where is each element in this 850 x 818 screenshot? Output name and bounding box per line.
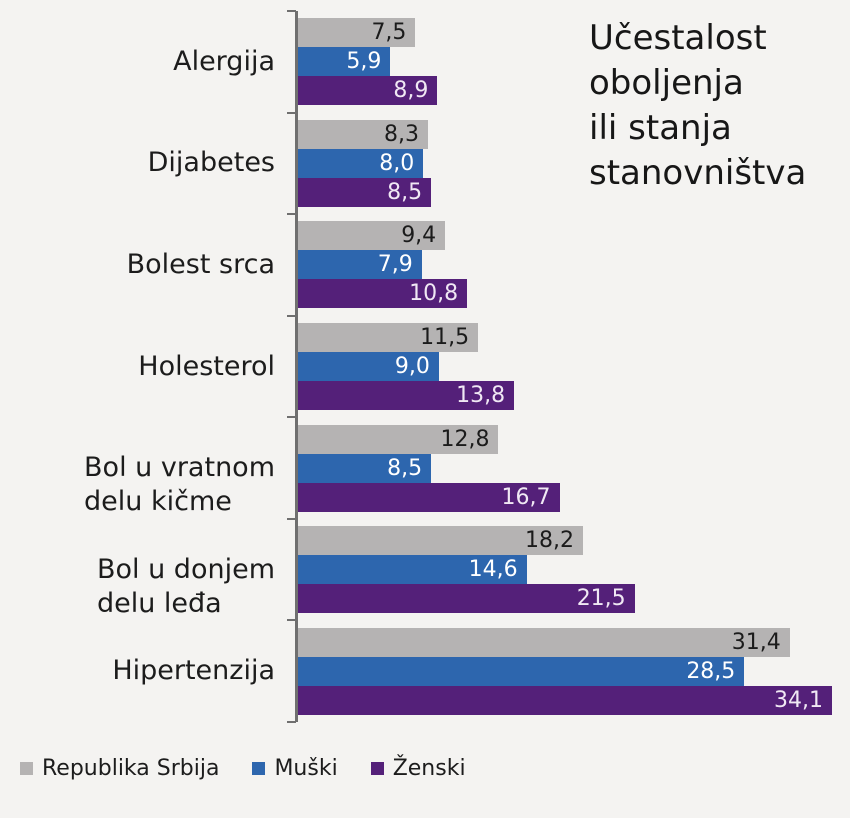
legend-swatch-icon: [370, 762, 384, 775]
bar-value-label: 7,9: [377, 252, 413, 278]
bars-cell: 12,8 8,5 16,7: [295, 417, 850, 519]
category-group: Dijabetes 8,3 8,0 8,5: [0, 112, 850, 215]
bars-cell: 18,2 14,6 21,5: [295, 518, 850, 621]
axis-tick: [287, 111, 296, 114]
bars-cell: 31,4 28,5 34,1: [295, 620, 850, 723]
bar-value-label: 18,2: [525, 528, 574, 554]
axis-tick: [287, 314, 296, 317]
bar-value-label: 13,8: [456, 383, 506, 409]
legend-label: Muški: [274, 756, 338, 781]
legend-swatch-icon: [252, 762, 266, 775]
category-group: Bolest srca 9,4 7,9 10,8: [0, 214, 850, 316]
category-label-cell: Bol u vratnom delu kičme: [0, 417, 295, 519]
chart-title-line: Učestalost: [589, 18, 767, 58]
bar-value-label: 8,9: [393, 78, 429, 104]
category-label-cell: Holesterol: [0, 316, 295, 418]
bar-value-label: 14,6: [468, 557, 518, 583]
category-label-cell: Bolest srca: [0, 214, 295, 316]
category-label-cell: Bol u donjem delu leđa: [0, 519, 295, 621]
legend-label: Republika Srbija: [42, 756, 220, 781]
bar-ženski: 8,5: [298, 177, 432, 207]
bar-value-label: 34,1: [774, 687, 823, 713]
axis-tick: [287, 10, 296, 12]
bars-cell: 7,5 5,9 8,9: [295, 11, 850, 113]
category-label: Alergija: [173, 45, 275, 77]
bar-value-label: 10,8: [409, 281, 459, 307]
bar-value-label: 11,5: [420, 325, 470, 351]
chart-title: Učestalost oboljenja ili stanja stanovni…: [589, 16, 806, 196]
bar-value-label: 21,5: [576, 586, 626, 612]
bar-republika-srbija: 9,4: [298, 221, 446, 251]
axis-tick: [287, 213, 296, 216]
bar-value-label: 8,5: [387, 455, 423, 481]
bars-cell: 11,5 9,0 13,8: [295, 315, 850, 418]
bar-value-label: 12,8: [440, 426, 490, 452]
bar-republika-srbija: 8,3: [298, 119, 428, 149]
category-label: Bol u donjem delu leđa: [96, 553, 275, 619]
legend-swatch-icon: [20, 762, 33, 775]
bar-republika-srbija: 12,8: [298, 424, 499, 454]
bar-republika-srbija: 18,2: [298, 526, 583, 556]
category-label: Hipertenzija: [112, 655, 275, 687]
legend-item-muski: Muški: [252, 756, 338, 781]
bar-value-label: 16,7: [501, 484, 551, 510]
legend-item-republika-srbija: Republika Srbija: [20, 756, 219, 781]
category-group: Hipertenzija 31,4 28,5 34,1: [0, 620, 850, 723]
bar-value-label: 8,5: [387, 179, 423, 205]
category-label: Dijabetes: [147, 147, 275, 179]
plot-area: Alergija 7,5 5,9 8,9 Dijabetes 8,3 8,0 8,5 Boles…: [0, 11, 850, 723]
bar-ženski: 21,5: [298, 584, 635, 614]
bar-republika-srbija: 11,5: [298, 323, 479, 353]
category-label-cell: Alergija: [0, 11, 295, 113]
bars-cell: 9,4 7,9 10,8: [295, 214, 850, 316]
category-label: Bol u vratnom delu kičme: [84, 452, 275, 518]
category-label-cell: Dijabetes: [0, 113, 295, 215]
axis-tick: [287, 517, 296, 520]
category-label-cell: Hipertenzija: [0, 620, 295, 722]
bar-value-label: 31,4: [731, 629, 781, 655]
bar-muški: 8,0: [298, 148, 424, 178]
category-group: Holesterol 11,5 9,0 13,8: [0, 315, 850, 418]
category-label: Bolest srca: [126, 248, 275, 280]
bar-muški: 8,5: [298, 453, 432, 483]
bar-ženski: 34,1: [298, 685, 832, 715]
bar-value-label: 5,9: [346, 49, 382, 75]
chart-title-line: oboljenja: [589, 63, 744, 103]
bar-muški: 9,0: [298, 352, 439, 382]
bar-value-label: 8,3: [383, 121, 419, 147]
bar-ženski: 8,9: [298, 76, 438, 106]
bar-value-label: 9,4: [401, 223, 437, 249]
bar-ženski: 13,8: [298, 381, 515, 411]
bar-muški: 28,5: [298, 656, 745, 686]
bar-value-label: 9,0: [394, 354, 430, 380]
axis-tick: [287, 416, 296, 419]
axis-tick: [287, 721, 296, 723]
bar-republika-srbija: 31,4: [298, 627, 790, 657]
bars-cell: 8,3 8,0 8,5: [295, 112, 850, 215]
category-group: Alergija 7,5 5,9 8,9: [0, 11, 850, 113]
bar-value-label: 28,5: [686, 658, 736, 684]
legend-item-zenski: Ženski: [370, 756, 466, 781]
bar-ženski: 16,7: [298, 482, 560, 512]
bar-muški: 7,9: [298, 250, 422, 280]
axis-tick: [287, 619, 296, 622]
chart-title-line: ili stanja: [589, 108, 732, 148]
chart-title-line: stanovništva: [589, 153, 807, 193]
bar-muški: 5,9: [298, 47, 391, 77]
bar-value-label: 8,0: [379, 150, 415, 176]
category-group: Bol u donjem delu leđa 18,2 14,6 21,5: [0, 518, 850, 621]
legend: Republika Srbija Muški Ženski: [20, 756, 499, 781]
legend-label: Ženski: [392, 756, 466, 781]
bar-value-label: 7,5: [371, 20, 407, 46]
category-group: Bol u vratnom delu kičme 12,8 8,5 16,7: [0, 417, 850, 519]
bar-republika-srbija: 7,5: [298, 18, 416, 48]
bar-muški: 14,6: [298, 555, 527, 585]
bar-ženski: 10,8: [298, 279, 468, 309]
category-label: Holesterol: [138, 350, 275, 382]
